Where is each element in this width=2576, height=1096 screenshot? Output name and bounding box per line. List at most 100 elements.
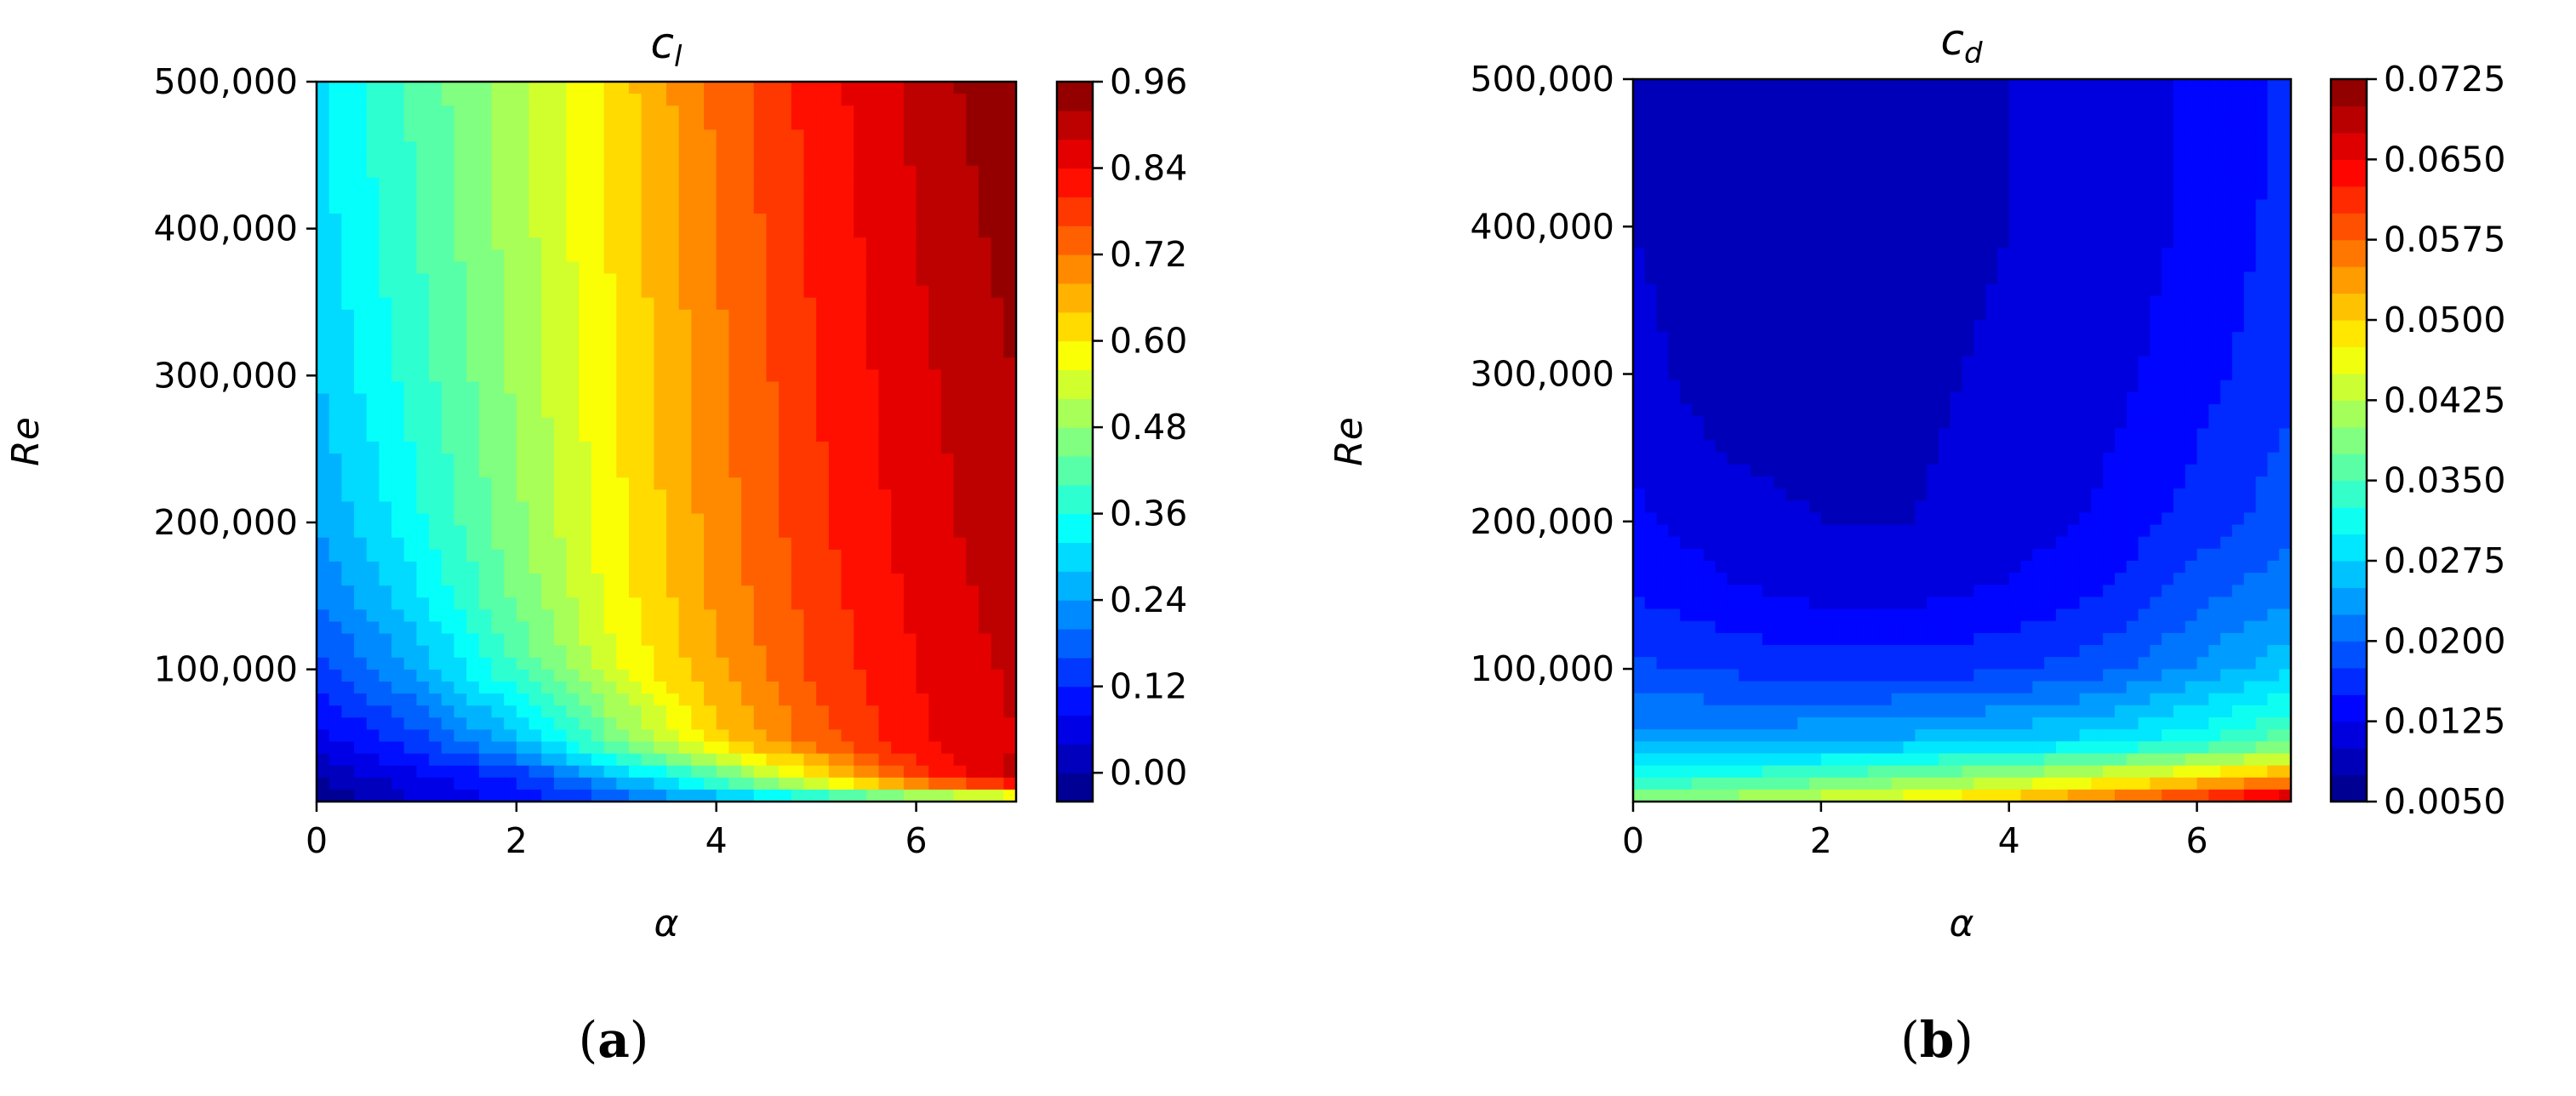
- panel-a-contour-cell: [978, 729, 992, 743]
- panel-a-contour-cell: [579, 117, 592, 130]
- panel-a-contour-cell: [741, 489, 755, 503]
- panel-a-contour-cell: [441, 322, 455, 334]
- panel-b-contour-cell: [2126, 151, 2139, 164]
- panel-b-contour-cell: [2079, 271, 2092, 285]
- panel-a-contour-cell: [865, 574, 880, 586]
- panel-a-contour-cell: [478, 525, 493, 539]
- panel-a-contour-cell: [553, 705, 568, 718]
- panel-b-contour-cell: [2032, 356, 2045, 369]
- panel-b-contour-cell: [2103, 391, 2116, 405]
- panel-a-contour-cell: [828, 405, 842, 419]
- panel-a-contour-cell: [728, 729, 742, 743]
- panel-b-contour-cell: [1715, 235, 1728, 248]
- panel-a-contour-cell: [1003, 357, 1017, 370]
- panel-b-contour-cell: [1809, 368, 1822, 381]
- panel-a-contour-cell: [891, 285, 905, 299]
- panel-b-contour-cell: [2220, 91, 2233, 104]
- panel-b-contour-cell: [1644, 320, 1658, 333]
- panel-a-contour-cell: [791, 405, 805, 419]
- panel-a-contour-cell: [504, 94, 517, 106]
- panel-a-contour-cell: [991, 717, 1004, 730]
- panel-b-contour-cell: [2091, 175, 2104, 188]
- panel-a-contour-cell: [628, 562, 643, 574]
- panel-a-contour-cell: [903, 597, 917, 610]
- panel-a-contour-cell: [354, 741, 368, 755]
- panel-a-contour-cell: [579, 717, 592, 730]
- panel-a-contour-cell: [903, 369, 917, 383]
- panel-a-contour-cell: [516, 309, 530, 323]
- panel-b-contour-cell: [2055, 187, 2069, 201]
- panel-a-contour-cell: [816, 153, 830, 167]
- panel-b-contour-cell: [2138, 356, 2150, 369]
- panel-a-contour-cell: [504, 705, 517, 718]
- panel-a-x-tick-label: 0: [306, 820, 328, 861]
- panel-a-colorbar-level: [1057, 139, 1093, 169]
- panel-a-contour-cell: [865, 633, 880, 647]
- panel-a-contour-cell: [766, 454, 780, 466]
- panel-b-contour-cell: [2079, 260, 2092, 272]
- panel-a-contour-cell: [728, 82, 742, 94]
- panel-a-contour-cell: [991, 94, 1004, 106]
- panel-b-contour-cell: [1938, 248, 1951, 260]
- panel-a-contour-cell: [854, 705, 867, 718]
- panel-a-contour-cell: [841, 153, 854, 167]
- panel-a-contour-cell: [628, 106, 643, 118]
- panel-a-contour-cell: [791, 621, 805, 635]
- panel-a-contour-cell: [779, 525, 792, 539]
- panel-a-contour-cell: [966, 297, 980, 311]
- panel-b-contour-cell: [1762, 235, 1775, 248]
- panel-a-contour-cell: [916, 249, 929, 263]
- panel-b-contour-cell: [2008, 307, 2022, 321]
- panel-a-contour-cell: [354, 345, 368, 358]
- panel-b-contour-cell: [2091, 115, 2104, 128]
- panel-a-contour-cell: [541, 753, 555, 767]
- panel-a-contour-cell: [779, 369, 792, 383]
- panel-a-contour-cell: [728, 477, 742, 490]
- panel-a-contour-cell: [478, 153, 493, 167]
- panel-b-contour-cell: [1762, 332, 1775, 345]
- panel-a-contour-cell: [916, 777, 929, 791]
- panel-a-contour-cell: [865, 717, 880, 730]
- panel-b-contour-cell: [1797, 260, 1810, 272]
- panel-b-contour-cell: [1703, 380, 1716, 393]
- panel-a-contour-cell: [841, 82, 854, 94]
- panel-a-contour-cell: [728, 345, 742, 358]
- panel-b-contour-cell: [2231, 271, 2245, 285]
- panel-b-contour-cell: [2126, 163, 2139, 176]
- panel-a-contour-cell: [354, 334, 368, 346]
- panel-a-contour-cell: [666, 585, 680, 598]
- panel-a-contour-cell: [865, 322, 880, 334]
- panel-a-contour-cell: [504, 633, 517, 647]
- panel-a-contour-cell: [928, 477, 942, 490]
- panel-b-contour-cell: [1844, 344, 1857, 357]
- panel-a-contour-cell: [678, 729, 692, 743]
- panel-a-contour-cell: [916, 141, 929, 155]
- panel-b-contour-cell: [2138, 307, 2150, 321]
- panel-a-contour-cell: [966, 789, 980, 802]
- panel-a-contour-cell: [553, 117, 568, 130]
- panel-a-contour-cell: [791, 322, 805, 334]
- panel-a-contour-cell: [416, 417, 430, 431]
- panel-b-contour-cell: [1879, 307, 1893, 321]
- panel-a-contour-cell: [553, 741, 568, 755]
- panel-b-contour-cell: [2055, 115, 2069, 128]
- panel-a-contour-cell: [791, 249, 805, 263]
- panel-a-contour-cell: [779, 682, 792, 694]
- panel-b-contour-cell: [2055, 283, 2069, 297]
- panel-a-contour-cell: [916, 405, 929, 419]
- panel-a-contour-cell: [616, 141, 630, 155]
- panel-a-contour-cell: [953, 454, 967, 466]
- panel-a-contour-cell: [528, 562, 542, 574]
- panel-a-contour-cell: [478, 549, 493, 562]
- panel-a-contour-cell: [691, 153, 705, 167]
- panel-b-contour-cell: [2103, 235, 2116, 248]
- panel-a-contour-cell: [403, 621, 418, 635]
- panel-a-contour-cell: [766, 597, 780, 610]
- panel-a-contour-cell: [341, 705, 355, 718]
- panel-a-x-tick-label: 6: [905, 820, 928, 861]
- panel-a-contour-cell: [616, 633, 630, 647]
- panel-b-contour-cell: [2162, 356, 2174, 369]
- panel-a-contour-cell: [766, 705, 780, 718]
- panel-a-contour-cell: [854, 417, 867, 431]
- panel-a-contour-cell: [579, 753, 592, 767]
